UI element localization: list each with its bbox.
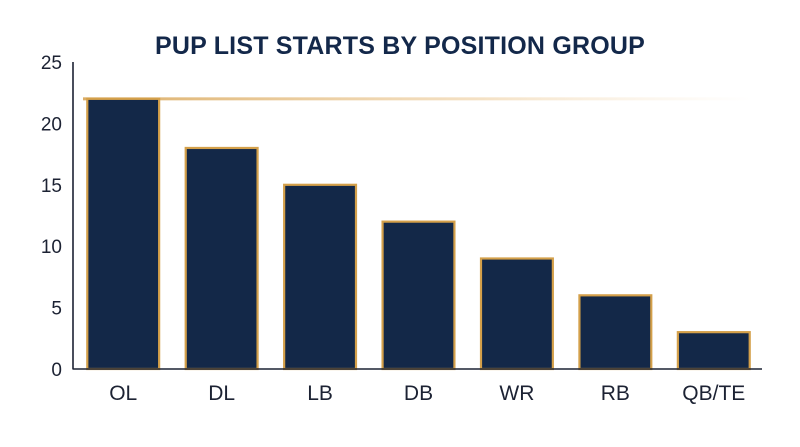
bar-rb — [578, 294, 653, 371]
y-tick-label: 20 — [41, 114, 62, 135]
y-tick-label: 0 — [51, 360, 62, 381]
x-tick-label: DL — [208, 382, 235, 405]
bar-wr — [479, 257, 554, 371]
y-tick-label: 15 — [41, 176, 62, 197]
bar-ol — [86, 97, 161, 371]
y-tick-label: 10 — [41, 237, 62, 258]
x-tick-label: WR — [499, 382, 534, 405]
y-tick-label: 5 — [51, 299, 62, 320]
x-tick-label: LB — [307, 382, 333, 405]
x-tick-label: OL — [109, 382, 137, 405]
x-tick-label: QB/TE — [682, 382, 745, 405]
bar-lb — [283, 183, 358, 371]
x-tick-label: RB — [601, 382, 630, 405]
y-tick-label: 25 — [41, 53, 62, 74]
x-tick-label: DB — [404, 382, 433, 405]
bar-db — [381, 220, 456, 371]
reference-line — [83, 97, 752, 101]
bar-dl — [184, 146, 259, 371]
bar-qb-te — [676, 331, 751, 371]
chart-title: PUP LIST STARTS BY POSITION GROUP — [155, 32, 645, 60]
